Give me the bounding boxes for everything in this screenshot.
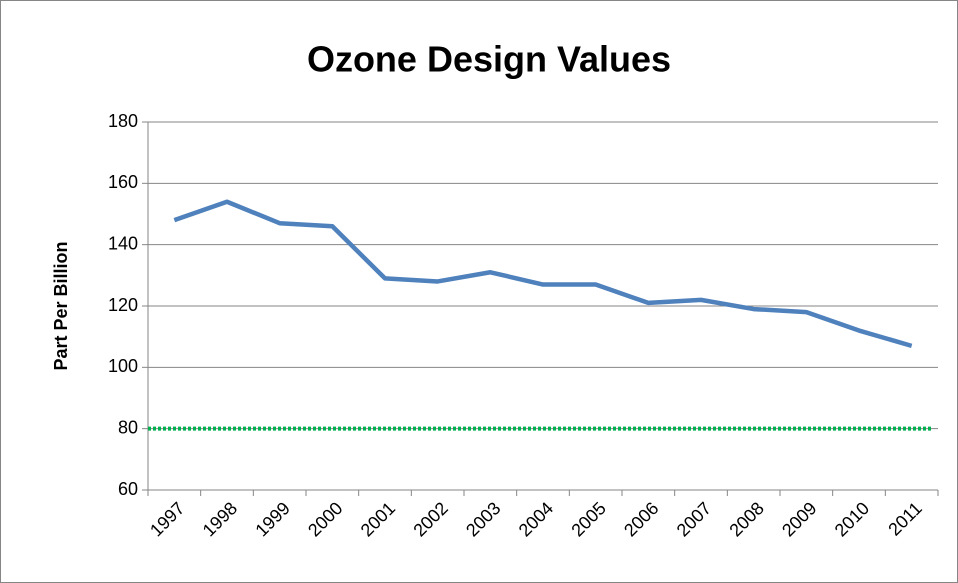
y-tick-label: 100 xyxy=(108,356,138,376)
y-axis-label: Part Per Billion xyxy=(51,241,71,370)
y-tick-label: 160 xyxy=(108,172,138,192)
chart-title: Ozone Design Values xyxy=(307,39,671,80)
y-tick-label: 60 xyxy=(118,479,138,499)
y-tick-label: 80 xyxy=(118,417,138,437)
y-tick-label: 180 xyxy=(108,111,138,131)
y-tick-label: 120 xyxy=(108,295,138,315)
y-tick-label: 140 xyxy=(108,233,138,253)
data-line xyxy=(173,199,913,349)
